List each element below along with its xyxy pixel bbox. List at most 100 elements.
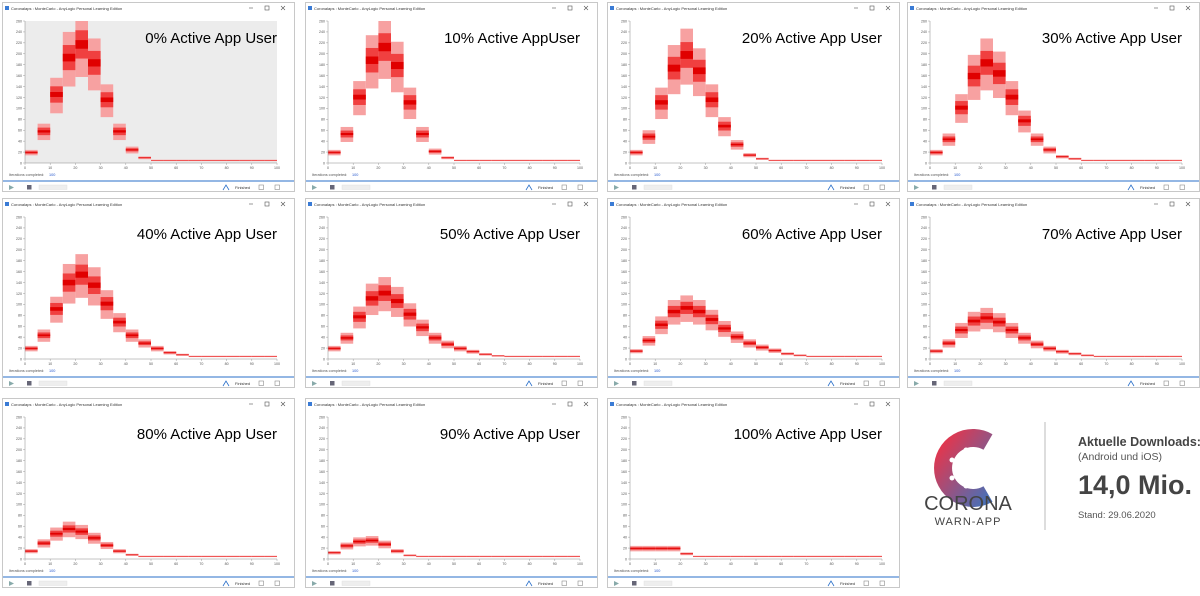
plot-area [630,217,882,359]
maximize[interactable] [264,201,270,207]
run-button[interactable] [9,185,14,190]
fullscreen-button[interactable] [1163,380,1169,386]
copy-button[interactable] [274,380,280,386]
maximize[interactable] [567,5,573,11]
maximize[interactable] [869,5,875,11]
progress-bar [943,184,973,190]
maximize[interactable] [264,5,270,11]
y-tick-label: 220 [621,237,627,241]
x-tick-label: 40 [124,562,128,566]
close[interactable] [885,401,891,407]
run-button[interactable] [614,185,619,190]
x-tick-label: 60 [1079,362,1083,366]
y-tick-label: 260 [16,215,22,219]
fullscreen-button[interactable] [561,380,567,386]
copy-button[interactable] [879,184,885,190]
y-tick-label: 80 [321,314,325,318]
x-tick-label: 100 [274,166,280,170]
maximize[interactable] [567,201,573,207]
fullscreen-button[interactable] [258,184,264,190]
maximize[interactable] [869,401,875,407]
fullscreen-button[interactable] [863,184,869,190]
stop-button[interactable] [330,581,335,586]
fullscreen-button[interactable] [863,380,869,386]
mean-band [100,544,114,546]
stop-button[interactable] [932,381,937,386]
y-tick-label: 80 [623,118,627,122]
fullscreen-button[interactable] [863,580,869,586]
copy-button[interactable] [1179,184,1185,190]
close[interactable] [280,5,286,11]
window-title: Coronalaps : MonteCarlo - AnyLogic Perso… [916,6,1027,11]
run-button[interactable] [9,581,14,586]
close[interactable] [885,5,891,11]
y-tick-label: 100 [621,303,627,307]
maximize[interactable] [1169,5,1175,11]
mean-band [403,100,417,105]
y-tick-label: 60 [923,129,927,133]
stop-button[interactable] [632,381,637,386]
close[interactable] [1185,5,1191,11]
run-button[interactable] [312,381,317,386]
y-tick-label: 40 [923,335,927,339]
stop-button[interactable] [27,185,32,190]
run-button[interactable] [914,381,919,386]
anylogic-icon [222,580,230,587]
copy-button[interactable] [879,580,885,586]
fullscreen-button[interactable] [258,380,264,386]
run-button[interactable] [614,581,619,586]
y-tick-label: 240 [16,226,22,230]
app-window: Coronalaps : MonteCarlo - AnyLogic Perso… [305,198,598,388]
stop-button[interactable] [27,381,32,386]
close[interactable] [280,201,286,207]
maximize[interactable] [1169,201,1175,207]
status-label: Iterations completed: [312,369,347,373]
fullscreen-button[interactable] [1163,184,1169,190]
stop-button[interactable] [330,381,335,386]
stop-button[interactable] [632,185,637,190]
copy-button[interactable] [274,580,280,586]
run-button[interactable] [312,581,317,586]
downloads-platforms: (Android und iOS) [1078,451,1162,463]
close[interactable] [583,201,589,207]
downloads-date: Stand: 29.06.2020 [1078,510,1156,521]
run-button[interactable] [312,185,317,190]
y-tick-label: 260 [319,415,325,419]
copy-button[interactable] [274,184,280,190]
stop-button[interactable] [632,581,637,586]
run-button[interactable] [914,185,919,190]
run-button[interactable] [9,381,14,386]
stop-button[interactable] [27,581,32,586]
app-icon [5,402,9,406]
mean-band [37,130,51,133]
fullscreen-button[interactable] [561,580,567,586]
close[interactable] [885,201,891,207]
copy-button[interactable] [879,380,885,386]
maximize[interactable] [567,401,573,407]
anylogic-icon [1127,184,1135,191]
status-value: 100 [654,369,660,373]
run-button[interactable] [614,381,619,386]
copy-button[interactable] [577,580,583,586]
close[interactable] [1185,201,1191,207]
maximize[interactable] [869,201,875,207]
fullscreen-button[interactable] [561,184,567,190]
fullscreen-button[interactable] [258,580,264,586]
x-tick-label: 40 [427,166,431,170]
close[interactable] [583,401,589,407]
close[interactable] [583,5,589,11]
copy-button[interactable] [577,380,583,386]
y-tick-label: 180 [621,259,627,263]
copy-button[interactable] [577,184,583,190]
y-tick-label: 60 [18,525,22,529]
y-tick-label: 220 [921,41,927,45]
status-label: Iterations completed: [614,173,649,177]
status-label: Iterations completed: [9,173,44,177]
stop-button[interactable] [932,185,937,190]
y-tick-label: 140 [16,481,22,485]
x-tick-label: 100 [879,362,885,366]
copy-button[interactable] [1179,380,1185,386]
stop-button[interactable] [330,185,335,190]
maximize[interactable] [264,401,270,407]
close[interactable] [280,401,286,407]
